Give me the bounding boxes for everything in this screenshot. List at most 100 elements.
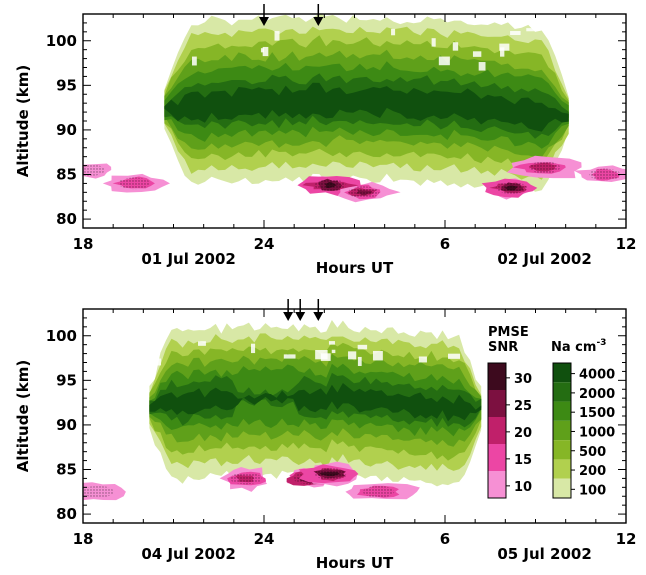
x-tick-label: 12 bbox=[616, 530, 637, 548]
y-axis-title: Altitude (km) bbox=[14, 65, 32, 177]
na-contour-level-7 bbox=[164, 82, 569, 132]
pmse-stipple bbox=[229, 472, 262, 485]
data-gap bbox=[331, 349, 336, 354]
pmse-colorbar-segment bbox=[488, 390, 506, 417]
data-gap bbox=[348, 351, 357, 360]
y-tick-label: 95 bbox=[56, 76, 77, 94]
data-gap bbox=[250, 343, 256, 354]
plot-area bbox=[83, 320, 482, 501]
pmse-colorbar-segment bbox=[488, 417, 506, 444]
na-colorbar-label: 1500 bbox=[579, 406, 615, 421]
data-gap bbox=[155, 358, 161, 366]
y-axis-title: Altitude (km) bbox=[14, 360, 32, 472]
y-tick-label: 95 bbox=[56, 371, 77, 389]
na-colorbar-segment bbox=[553, 440, 571, 460]
y-tick-label: 90 bbox=[56, 416, 77, 434]
data-gap bbox=[452, 42, 459, 51]
arrow-head bbox=[313, 17, 324, 26]
arrow-head bbox=[283, 312, 294, 321]
data-gap bbox=[418, 356, 427, 363]
pmse-stipple bbox=[314, 468, 347, 480]
data-gap bbox=[198, 341, 206, 346]
na-colorbar-label: 100 bbox=[579, 483, 606, 498]
pmse-colorbar-frame bbox=[487, 362, 507, 499]
pmse-colorbar-label: 25 bbox=[514, 399, 532, 414]
chart-panel-2: 18 24 6 12 80 85 90 95 100 Hours UT Altitude (km) 0… bbox=[14, 299, 636, 572]
pmse-colorbar-segment bbox=[488, 444, 506, 471]
pmse-stipple bbox=[314, 179, 347, 192]
y-tick-label: 80 bbox=[56, 505, 77, 523]
data-gap bbox=[274, 31, 280, 41]
pmse-colorbar-segment bbox=[488, 471, 506, 498]
pmse-stipple bbox=[118, 177, 151, 190]
y-tick-label: 100 bbox=[46, 327, 77, 345]
pmse-colorbar-label: 20 bbox=[514, 426, 532, 441]
na-colorbar-segment bbox=[553, 478, 571, 498]
date-label: 05 Jul 2002 bbox=[497, 545, 591, 563]
pmse-stipple bbox=[495, 181, 528, 194]
chart-panel-1: 18 24 6 12 80 85 90 95 100 Hours UT Altitude (km) 0… bbox=[14, 4, 636, 277]
y-tick-label: 85 bbox=[56, 461, 77, 479]
arrow-head bbox=[259, 17, 269, 26]
na-colorbar-segment bbox=[553, 382, 571, 402]
data-gap bbox=[260, 48, 265, 53]
x-axis-title: Hours UT bbox=[316, 259, 394, 277]
x-tick-label: 24 bbox=[254, 235, 275, 253]
na-colorbar-label: 1000 bbox=[579, 425, 615, 440]
pmse-colorbar-label: 15 bbox=[514, 453, 532, 468]
pmse-stipple bbox=[362, 485, 395, 498]
y-tick-label: 85 bbox=[56, 166, 77, 184]
data-gap bbox=[438, 56, 450, 66]
na-colorbar-label: 4000 bbox=[579, 368, 615, 383]
pmse-stipple bbox=[83, 485, 115, 498]
data-gap bbox=[262, 46, 269, 57]
x-tick-label: 24 bbox=[254, 530, 275, 548]
na-colorbar-frame bbox=[552, 362, 572, 499]
data-gap bbox=[192, 56, 197, 66]
na-colorbar-segment bbox=[553, 363, 571, 383]
date-label: 02 Jul 2002 bbox=[497, 250, 591, 268]
data-gap bbox=[283, 354, 296, 359]
data-gap bbox=[357, 356, 362, 367]
na-colorbar-segment bbox=[553, 401, 571, 421]
pmse-stipple bbox=[588, 168, 621, 181]
na-colorbar-segment bbox=[553, 420, 571, 441]
arrow-head bbox=[313, 312, 324, 321]
data-gap bbox=[472, 51, 482, 57]
plot-area bbox=[83, 14, 626, 203]
data-gap bbox=[447, 353, 461, 359]
x-axis-title: Hours UT bbox=[316, 554, 394, 572]
data-gap bbox=[478, 62, 486, 71]
pmse-colorbar-label: 10 bbox=[514, 480, 532, 495]
data-gap bbox=[357, 344, 368, 350]
y-tick-label: 100 bbox=[46, 32, 77, 50]
date-label: 04 Jul 2002 bbox=[141, 545, 235, 563]
date-label: 01 Jul 2002 bbox=[141, 250, 235, 268]
na-colorbar-label: 200 bbox=[579, 464, 606, 479]
x-tick-label: 6 bbox=[440, 235, 450, 253]
data-gap bbox=[499, 43, 510, 51]
data-gap bbox=[510, 31, 521, 36]
na-colorbar-segment bbox=[553, 459, 571, 479]
arrow-head bbox=[295, 312, 306, 321]
data-gap bbox=[431, 38, 436, 47]
x-tick-label: 6 bbox=[440, 530, 450, 548]
y-tick-label: 80 bbox=[56, 210, 77, 228]
pmse-colorbar-segment bbox=[488, 363, 506, 390]
data-gap bbox=[372, 350, 383, 361]
pmse-stipple bbox=[528, 161, 561, 174]
pmse-colorbar-label: 30 bbox=[514, 372, 532, 387]
pmse-stipple bbox=[347, 186, 380, 199]
x-tick-label: 18 bbox=[73, 530, 94, 548]
na-colorbar-label: 2000 bbox=[579, 387, 615, 402]
x-tick-label: 18 bbox=[73, 235, 94, 253]
pmse-stipple bbox=[83, 164, 105, 176]
data-gap bbox=[500, 47, 505, 57]
data-gap bbox=[328, 341, 335, 345]
data-gap bbox=[320, 353, 331, 361]
pmse-colorbar-title: SNR bbox=[488, 340, 518, 355]
data-gap bbox=[391, 28, 396, 36]
pmse-colorbar-title: PMSE bbox=[488, 325, 529, 340]
